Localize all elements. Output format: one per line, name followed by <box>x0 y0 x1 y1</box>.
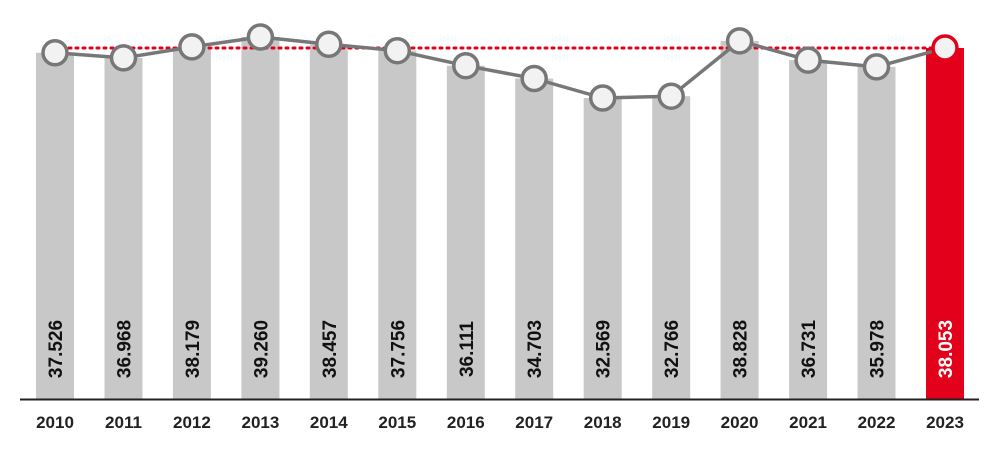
bar-2023 <box>926 48 964 399</box>
x-tick-label-2020: 2020 <box>721 413 759 432</box>
marker-2015 <box>383 36 412 65</box>
bar-2020 <box>720 40 759 400</box>
x-tick-label-2016: 2016 <box>447 413 485 432</box>
value-label-2022: 35.978 <box>868 320 889 378</box>
bar-2022 <box>857 66 896 400</box>
bar-2018 <box>583 98 622 399</box>
bar-2016 <box>446 65 485 399</box>
bar-2019 <box>652 96 691 399</box>
marker-2012 <box>178 33 206 61</box>
marker-2019 <box>657 82 685 110</box>
value-label-2021: 36.731 <box>799 320 820 379</box>
marker-2017 <box>520 64 548 93</box>
bars-layer <box>36 37 964 400</box>
value-label-2023: 38.053 <box>936 320 957 378</box>
value-label-2010: 37.526 <box>46 320 67 378</box>
value-label-2013: 39.260 <box>251 320 272 378</box>
x-tick-label-2011: 2011 <box>105 413 142 432</box>
marker-2022 <box>862 53 891 81</box>
value-label-2015: 37.756 <box>388 320 409 378</box>
bar-2013 <box>241 37 280 399</box>
bar-2011 <box>104 57 143 400</box>
marker-2010 <box>41 39 69 67</box>
x-tick-label-2018: 2018 <box>584 413 622 432</box>
marker-2011 <box>109 44 138 72</box>
value-label-2011: 36.968 <box>115 320 136 378</box>
value-label-2016: 36.111 <box>457 321 478 377</box>
value-label-2020: 38.828 <box>731 320 752 378</box>
bar-2010 <box>36 52 74 400</box>
value-label-2018: 32.569 <box>594 320 615 378</box>
marker-2020 <box>725 27 754 55</box>
value-labels-layer: 37.526 36.968 38.179 39.260 38.457 37.756 36.1… <box>46 320 957 379</box>
x-tick-label-2013: 2013 <box>241 413 279 432</box>
marker-2016 <box>452 51 480 80</box>
x-tick-label-2017: 2017 <box>515 413 553 432</box>
value-label-2014: 38.457 <box>320 320 341 378</box>
markers-layer <box>41 23 959 112</box>
value-label-2019: 32.766 <box>662 320 683 378</box>
x-tick-label-2021: 2021 <box>789 413 827 432</box>
x-tick-label-2022: 2022 <box>858 413 896 432</box>
x-tick-labels: 2010 2011 2012 2013 2014 2015 2016 2017 2018 2019… <box>36 413 964 432</box>
marker-2013 <box>246 23 275 51</box>
x-tick-label-2012: 2012 <box>173 413 211 432</box>
bar-2017 <box>515 78 554 399</box>
bar-2014 <box>309 44 348 400</box>
marker-2021 <box>794 46 822 74</box>
x-tick-label-2019: 2019 <box>652 413 690 432</box>
x-tick-label-2023: 2023 <box>926 413 964 432</box>
bar-2015 <box>378 50 417 399</box>
value-label-2012: 38.179 <box>183 320 204 378</box>
marker-2023 <box>931 34 959 62</box>
x-tick-label-2014: 2014 <box>310 413 348 432</box>
x-tick-label-2010: 2010 <box>36 413 74 432</box>
x-tick-label-2015: 2015 <box>378 413 416 432</box>
marker-2018 <box>588 84 617 112</box>
bar-2012 <box>172 46 211 400</box>
value-label-2017: 34.703 <box>525 320 546 378</box>
bar-2021 <box>789 60 828 399</box>
marker-2014 <box>315 30 343 59</box>
